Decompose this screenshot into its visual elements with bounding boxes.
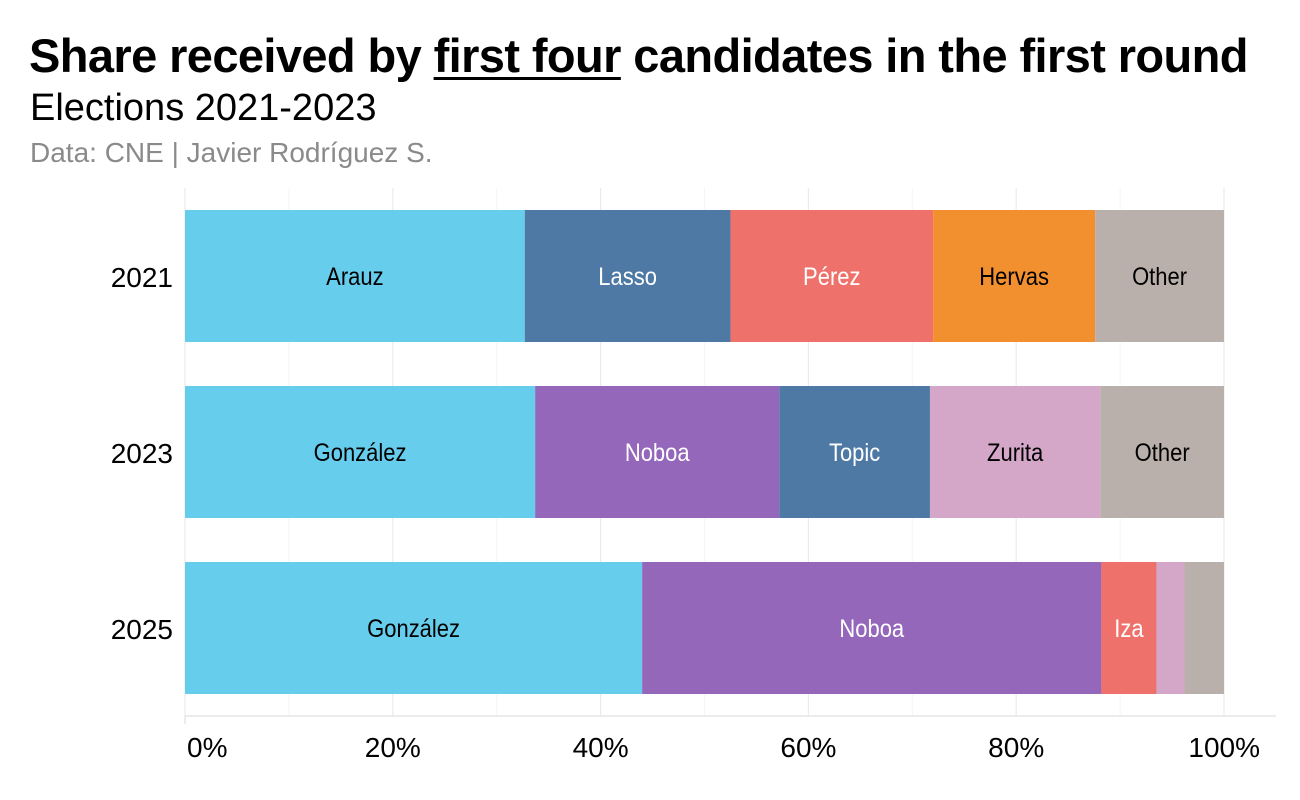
- y-tick-label-2021: 2021: [111, 262, 173, 293]
- x-tick-label: 40%: [573, 732, 629, 763]
- bar-segment-2025-noboa: [642, 562, 1102, 694]
- y-tick-label-2025: 2025: [111, 614, 173, 645]
- bar-label-2025-gonzález: González: [367, 615, 460, 643]
- bar-label-2023-topic: Topic: [829, 439, 881, 467]
- bars: [185, 210, 1224, 694]
- bar-segment-2025-segment-4: [1184, 562, 1224, 694]
- bar-segment-2025-iza: [1101, 562, 1157, 694]
- bar-label-2021-hervas: Hervas: [979, 263, 1049, 291]
- chart-title: Share received by first four candidates …: [29, 28, 1248, 84]
- axes: 2021 2023 2025 0% 20% 40% 60% 80% 100%: [111, 262, 1276, 763]
- bar-label-2023-zurita: Zurita: [987, 439, 1044, 467]
- bar-segment-2021-pérez: [730, 210, 934, 342]
- x-tick-label: 0%: [187, 732, 227, 763]
- bar-label-2021-pérez: Pérez: [803, 263, 860, 291]
- chart-subtitle: Elections 2021-2023: [30, 87, 377, 129]
- bar-segment-2023-noboa: [535, 386, 780, 518]
- bar-label-2025-iza: Iza: [1114, 615, 1144, 643]
- x-tick-label: 20%: [365, 732, 421, 763]
- bar-segment-2021-hervas: [933, 210, 1096, 342]
- bar-segment-2021-other: [1095, 210, 1224, 342]
- bar-label-2025-noboa: Noboa: [839, 615, 905, 643]
- bar-labels: Arauz Lasso Pérez Hervas Other González Noboa T…: [314, 263, 1190, 643]
- x-tick-label: 60%: [780, 732, 836, 763]
- chart-caption: Data: CNE | Javier Rodríguez S.: [30, 137, 433, 168]
- bar-label-2021-other: Other: [1132, 263, 1187, 291]
- bar-label-2023-noboa: Noboa: [625, 439, 691, 467]
- bar-label-2021-arauz: Arauz: [326, 263, 383, 291]
- x-tick-label: 100%: [1188, 732, 1260, 763]
- bar-segment-2021-arauz: [185, 210, 525, 342]
- bar-segment-2023-topic: [779, 386, 930, 518]
- bar-label-2023-other: Other: [1135, 439, 1190, 467]
- chart-title-start: Share received by: [29, 29, 434, 82]
- chart-title-emphasis: first four: [433, 29, 622, 82]
- bar-segment-2025-segment-3: [1156, 562, 1185, 694]
- bar-segment-2025-gonzález: [185, 562, 643, 694]
- bar-label-2021-lasso: Lasso: [598, 263, 657, 291]
- bar-segment-2023-gonzález: [185, 386, 536, 518]
- bar-segment-2023-zurita: [929, 386, 1101, 518]
- bar-label-2023-gonzález: González: [314, 439, 407, 467]
- chart-title-end: candidates in the first round: [620, 29, 1248, 82]
- bar-segment-2023-other: [1100, 386, 1224, 518]
- y-tick-label-2023: 2023: [111, 438, 173, 469]
- bar-segment-2021-lasso: [524, 210, 731, 342]
- x-tick-label: 80%: [988, 732, 1044, 763]
